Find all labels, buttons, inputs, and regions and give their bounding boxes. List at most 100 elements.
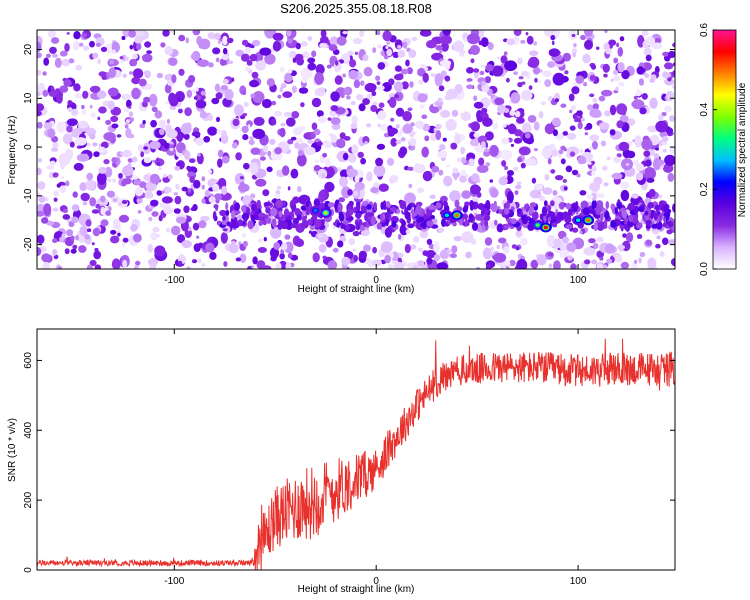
heatmap-cell [439,35,452,45]
heatmap-cell [493,252,507,263]
heatmap-cell [533,148,539,152]
heatmap-cell [608,39,617,46]
heatmap-band-cell [283,208,290,217]
heatmap-cell [647,257,657,269]
heatmap-cell [452,167,459,174]
heatmap-band-cell [516,208,522,214]
heatmap-cell [570,263,577,269]
heatmap-cell [92,227,101,237]
heatmap-cell [659,251,665,257]
heatmap-cell [580,148,583,153]
heatmap-cell [79,225,88,237]
heatmap-cell [644,73,650,78]
heatmap-cell [131,156,138,163]
heatmap-cell [442,137,447,142]
heatmap-cell [214,83,220,92]
heatmap-cell [89,40,95,48]
heatmap-cell [49,160,56,166]
heatmap-cell [64,149,74,161]
heatmap-band-cell [595,206,602,216]
heatmap-band-cell [278,210,283,218]
heatmap-cell [175,216,187,224]
heatmap-cell [667,239,675,246]
heatmap-cell [601,89,613,97]
heatmap-cell [46,220,54,226]
heatmap-cell [641,30,649,37]
heatmap-cell [571,86,580,95]
heatmap-cell [89,104,93,109]
heatmap-cell [138,78,147,87]
heatmap-cell [482,247,492,260]
heatmap-cell [558,149,564,155]
heatmap-cell [377,85,385,91]
heatmap-cell [271,100,277,106]
heatmap-cell [419,230,429,239]
heatmap-cell [445,119,457,131]
heatmap-cell [506,38,515,46]
heatmap-cell [89,197,97,207]
heatmap-cell [439,59,452,67]
heatmap-cell [670,258,675,267]
heatmap-cell [297,150,304,156]
heatmap-cell [444,95,452,101]
heatmap-cell [134,30,145,38]
heatmap-band-cell [672,203,675,213]
snr-x-tick-label: 0 [373,576,379,587]
heatmap-cell [364,141,368,145]
heatmap-cell [517,57,523,65]
heatmap-band-cell [605,201,610,210]
heatmap-cell [42,89,49,97]
heatmap-cell [605,48,612,55]
heatmap-cell [241,125,249,134]
heatmap-cell [542,70,552,77]
heatmap-cell [203,136,211,143]
heatmap-cell [360,229,370,236]
heatmap-cell [93,151,100,158]
heatmap-cell [112,198,118,202]
heatmap-cell [99,195,106,203]
heatmap-cell [106,190,115,198]
heatmap-cell [279,87,284,93]
heatmap-cell [201,198,206,204]
heatmap-cell [484,237,493,246]
heatmap-band-cell [461,213,469,220]
heatmap-cell [93,250,102,260]
heatmap-peak [323,211,328,215]
heatmap-cell [52,238,58,244]
heatmap-cell [485,263,492,269]
heatmap-cell [173,192,178,196]
heatmap-cell [280,82,287,89]
heatmap-x-tick-label: -100 [164,275,184,286]
heatmap-cell [52,249,58,256]
heatmap-cell [123,107,130,113]
heatmap-cell [327,117,332,121]
heatmap-cell [232,118,240,127]
heatmap-cell [112,178,116,183]
heatmap-cell [553,260,561,269]
heatmap-cell [643,150,651,157]
heatmap-cell [176,234,186,244]
heatmap-cell [509,110,516,116]
heatmap-cell [408,183,413,189]
heatmap-cell [422,72,429,83]
heatmap-cell [560,103,567,108]
heatmap-cell [421,114,428,119]
heatmap-cell [516,181,522,186]
heatmap-cell [215,92,223,100]
heatmap-cell [580,117,585,122]
heatmap-cell [616,103,628,115]
heatmap-cell [75,93,82,99]
heatmap-band-cell [610,203,615,211]
heatmap-cell [322,255,327,260]
heatmap-cell [473,95,478,101]
heatmap-band-cell [510,218,517,225]
heatmap-cell [59,50,68,57]
heatmap-band-cell [231,210,236,220]
heatmap-cell [547,61,556,68]
heatmap-band-cell [385,200,391,208]
heatmap-cell [544,79,552,88]
heatmap-cell [566,242,577,252]
heatmap-cell [576,173,581,178]
heatmap-cell [162,30,170,37]
